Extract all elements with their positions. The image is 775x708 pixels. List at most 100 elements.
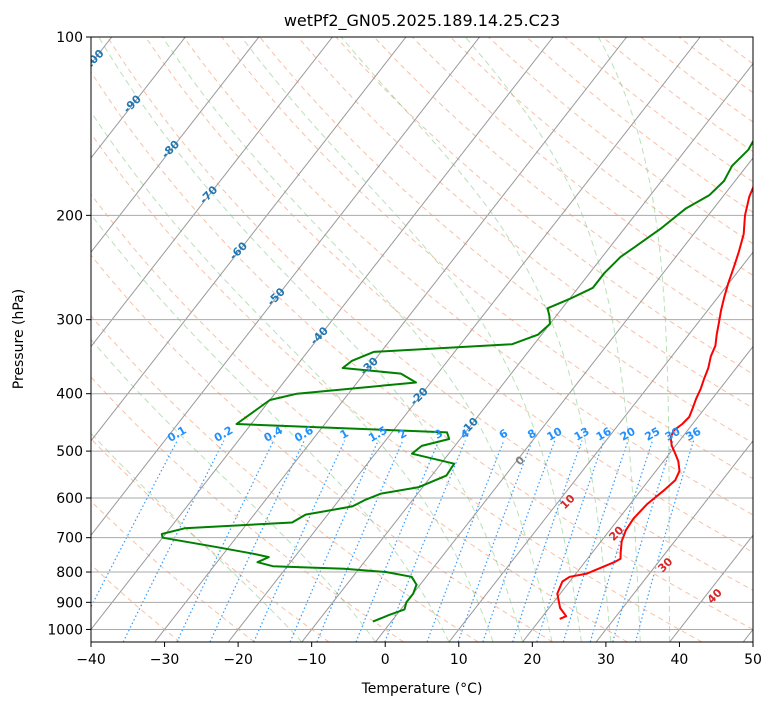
mixing-ratio-line <box>209 440 305 642</box>
mixing-ratio-label: 36 <box>683 425 703 444</box>
dry-adiabat-line <box>373 37 753 342</box>
zero-isotherm-label: 0 <box>513 453 528 468</box>
y-tick-label: 300 <box>56 313 83 329</box>
isotherm-line <box>91 37 407 442</box>
x-tick-label: 30 <box>597 652 615 668</box>
isotherm-line <box>742 628 753 642</box>
dry-adiabat-line <box>602 37 753 153</box>
x-tick-label: −20 <box>223 652 253 668</box>
dry-adiabat-line <box>221 37 753 480</box>
isotherm-label: -60 <box>227 239 250 262</box>
mixing-ratio-line <box>589 440 654 642</box>
mixing-ratio-label: 0.1 <box>165 424 188 445</box>
moist-adiabat-line <box>241 37 582 642</box>
isotherm-line <box>91 37 186 159</box>
mixing-ratio-line <box>316 440 404 642</box>
x-tick-label: 20 <box>523 652 541 668</box>
dry-adiabat-line <box>183 37 753 516</box>
mixing-ratio-line <box>612 440 674 642</box>
mixing-ratio-label: 25 <box>642 425 662 444</box>
mixing-ratio-label: 13 <box>572 425 592 444</box>
moist-adiabat-line <box>91 432 303 642</box>
mixing-ratio-label: 1.5 <box>366 424 389 445</box>
mixing-ratio-line <box>176 440 275 642</box>
isotherm-line <box>375 157 753 642</box>
x-tick-label: 40 <box>671 652 689 668</box>
isotherm-line <box>91 37 554 631</box>
mixing-ratio-label: 16 <box>594 425 614 444</box>
mixing-ratio-label: 2 <box>396 427 409 442</box>
y-tick-label: 700 <box>56 531 83 547</box>
y-axis-ticks: 100 200 300 400 500 600 700 800 900 1000 <box>47 30 91 638</box>
isotherm-label: -70 <box>197 183 220 206</box>
moist-adiabat-line <box>91 338 376 642</box>
isotherm-line <box>91 37 260 254</box>
mixing-ratio-line <box>562 440 629 642</box>
moist-adiabat-line <box>91 110 494 642</box>
moist-adiabat-line <box>340 37 612 642</box>
dry-adiabat-line <box>91 315 479 642</box>
dry-adiabat-line <box>411 37 753 309</box>
x-tick-label: −40 <box>76 652 106 668</box>
moist-adiabat-line <box>91 213 450 642</box>
moist-adiabat-line <box>464 37 641 642</box>
dry-adiabat-line <box>449 37 753 277</box>
moist-adiabat-label: 10 <box>558 492 578 512</box>
dry-adiabat-line <box>91 132 703 642</box>
temperature-line <box>556 185 753 620</box>
x-tick-label: 10 <box>450 652 468 668</box>
y-tick-label: 900 <box>56 595 83 611</box>
y-tick-label: 200 <box>56 208 83 224</box>
profile-series <box>160 139 753 623</box>
isotherm-line <box>448 251 753 642</box>
isotherm-line <box>91 37 333 348</box>
mixing-ratio-line <box>457 440 533 642</box>
mixing-ratio-line <box>634 440 695 642</box>
dry-adiabat-line <box>91 500 255 642</box>
mixing-ratio-label: 0.2 <box>212 424 235 445</box>
dry-adiabat-line <box>526 37 753 214</box>
y-axis-title: Pressure (hPa) <box>11 289 27 389</box>
isotherm-line <box>301 62 753 642</box>
isotherm-label: -90 <box>121 92 144 115</box>
moist-adiabat-label: 40 <box>705 586 725 606</box>
dry-adiabat-line <box>106 37 753 591</box>
y-tick-label: 600 <box>56 491 83 507</box>
dry-adiabat-line <box>335 37 753 375</box>
dry-adiabat-line <box>488 37 753 245</box>
isotherm-label: -50 <box>265 285 288 308</box>
dry-adiabat-line <box>716 37 753 65</box>
y-tick-label: 400 <box>56 387 83 403</box>
y-tick-label: 100 <box>56 30 83 46</box>
dry-adiabat-line <box>91 376 404 642</box>
x-tick-label: −30 <box>150 652 180 668</box>
mixing-ratio-line <box>253 440 346 642</box>
dry-adiabat-line <box>91 254 554 642</box>
dry-adiabat-line <box>91 563 181 642</box>
y-tick-label: 800 <box>56 565 83 581</box>
moist-adiabat-line <box>162 37 553 642</box>
isotherm-label: -20 <box>408 385 431 408</box>
isotherm-line <box>227 37 701 642</box>
mixing-ratio-line <box>122 440 225 642</box>
isotherm-label: -40 <box>308 324 331 347</box>
y-tick-label: 1000 <box>47 622 83 638</box>
dry-adiabat-line <box>259 37 753 444</box>
chart-title: wetPf2_GN05.2025.189.14.25.C23 <box>284 11 560 31</box>
moist-adiabat-label: 20 <box>606 523 626 543</box>
moist-adiabat-line <box>98 37 523 642</box>
grid-lines <box>91 37 753 642</box>
mixing-ratio-line <box>91 440 178 609</box>
x-tick-label: −10 <box>297 652 327 668</box>
x-axis-title: Temperature (°C) <box>361 681 483 697</box>
x-tick-label: 50 <box>744 652 762 668</box>
plot-frame <box>90 36 754 643</box>
mixing-ratio-label: 10 <box>545 425 565 444</box>
dewpoint-line <box>160 139 753 623</box>
dry-adiabat-line <box>91 71 753 630</box>
isotherm-label: -100 <box>78 47 107 76</box>
mixing-ratio-label: 3 <box>432 427 445 442</box>
x-axis-ticks: −40 −30 −20 −10 0 10 20 30 40 50 <box>76 642 762 668</box>
dry-adiabat-line <box>755 37 775 642</box>
dry-adiabat-line <box>91 438 330 642</box>
